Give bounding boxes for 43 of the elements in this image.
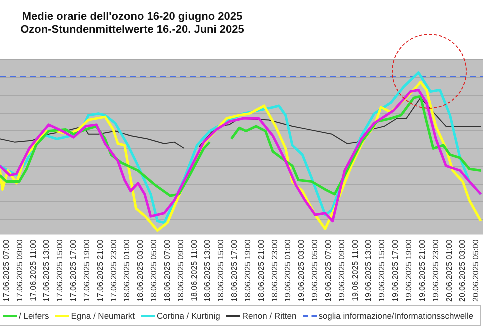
chart-subtitle: Ozon-Stundenmittelwerte 16.-20. Juni 2025 — [20, 24, 246, 37]
x-tick-label: 18.06.2025 07:00 — [162, 239, 172, 302]
x-tick-label: 19.06.2025 15:00 — [378, 239, 387, 302]
x-tick-label: 18.06.2025 23:00 — [270, 239, 280, 302]
x-tick-label: 19.06.2025 19:00 — [404, 239, 414, 302]
legend-label: Egna / Neumarkt — [71, 310, 136, 320]
legend-label: soglia informazione/Informationsschwelle — [318, 310, 474, 320]
x-tick-label: 17.06.2025 19:00 — [82, 239, 92, 302]
x-tick-label: 17.06.2025 09:00 — [15, 239, 24, 302]
x-tick-label: 18.06.2025 15:00 — [216, 239, 226, 302]
x-tick-label: 18.06.2025 05:00 — [150, 239, 159, 302]
chart-title: Medie orarie dell'ozono 16-20 giugno 2025 — [21, 11, 244, 24]
x-tick-label: 18.06.2025 03:00 — [136, 239, 146, 302]
x-tick-label: 18.06.2025 11:00 — [190, 239, 199, 302]
x-tick-label: 17.06.2025 13:00 — [42, 239, 52, 302]
x-tick-label: 17.06.2025 15:00 — [56, 239, 65, 302]
x-tick-label: 18.06.2025 19:00 — [243, 239, 252, 302]
x-tick-label: 19.06.2025 23:00 — [431, 239, 440, 302]
x-tick-label: 17.06.2025 07:00 — [2, 239, 11, 302]
x-tick-label: 17.06.2025 23:00 — [109, 239, 118, 302]
x-tick-label: 18.06.2025 01:00 — [122, 239, 132, 302]
x-tick-label: 19.06.2025 01:00 — [284, 239, 293, 302]
x-tick-label: 19.06.2025 21:00 — [418, 239, 427, 302]
x-tick-label: 19.06.2025 09:00 — [337, 239, 346, 302]
legend-label: / Leifers — [19, 310, 50, 320]
x-tick-label: 19.06.2025 13:00 — [364, 239, 374, 302]
x-tick-label: 19.06.2025 17:00 — [391, 239, 400, 302]
legend-label: Renon / Ritten — [242, 310, 297, 320]
x-tick-label: 19.06.2025 05:00 — [310, 239, 320, 302]
x-tick-label: 19.06.2025 03:00 — [297, 239, 306, 302]
x-tick-label: 19.06.2025 11:00 — [350, 239, 360, 302]
x-tick-label: 17.06.2025 21:00 — [96, 239, 105, 302]
x-tick-label: 18.06.2025 17:00 — [230, 239, 240, 302]
x-tick-label: 20.06.2025 05:00 — [472, 239, 481, 302]
x-tick-label: 18.06.2025 13:00 — [203, 239, 212, 302]
x-tick-label: 17.06.2025 17:00 — [69, 239, 78, 302]
x-tick-label: 17.06.2025 11:00 — [28, 239, 38, 302]
x-tick-label: 20.06.2025 01:00 — [444, 239, 454, 302]
x-tick-label: 19.06.2025 07:00 — [324, 239, 333, 302]
x-tick-label: 18.06.2025 21:00 — [256, 239, 266, 302]
x-tick-label: 18.06.2025 09:00 — [176, 239, 186, 302]
x-tick-label: 20.06.2025 03:00 — [458, 239, 468, 302]
legend-label: Cortina / Kurtinig — [157, 310, 220, 320]
